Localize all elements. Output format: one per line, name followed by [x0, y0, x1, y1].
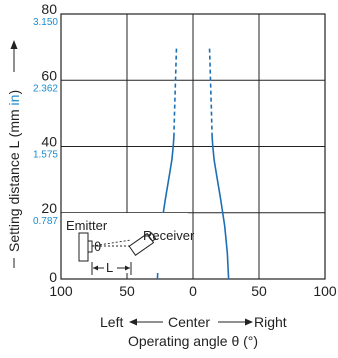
x-tick-label: 50 — [119, 283, 135, 299]
y-tick-labels: 0 20 40 60 80 — [41, 1, 57, 285]
direction-left: Left — [100, 314, 123, 330]
y-axis-title-main: Setting distance L (mm — [6, 105, 22, 252]
x-tick-label: 100 — [49, 283, 73, 299]
y-axis-title-close: ) — [6, 90, 22, 95]
direction-left-arrowhead — [129, 318, 137, 326]
series-1-solid-line — [211, 136, 230, 280]
y-axis-title-arrowhead — [10, 40, 18, 49]
y-tick-label: 60 — [41, 67, 57, 83]
y-tick-label: 0 — [49, 269, 57, 285]
distance-arrowhead-right — [125, 265, 130, 271]
plot-frame — [60, 13, 326, 280]
direction-labels: Left Center Right — [100, 314, 287, 330]
y-inch-labels: 0.787 1.575 2.362 3.150 — [33, 17, 58, 227]
series-0-dashed-line — [173, 47, 178, 137]
y-axis-title-text: Setting distance L (mm in) — [6, 90, 22, 252]
y-axis-title-unit: in — [6, 95, 22, 106]
series-1-dashed-line — [208, 47, 213, 137]
x-tick-label: 100 — [313, 283, 337, 299]
x-tick-label: 0 — [189, 283, 197, 299]
y-inch-label: 2.362 — [33, 83, 58, 94]
distance-arrowhead-left — [93, 265, 98, 271]
receiver-label: Receiver — [143, 228, 195, 243]
emitter-lens — [87, 240, 93, 253]
x-tick-labels: 100 50 0 50 100 — [49, 283, 337, 299]
x-axis-title: Operating angle θ (°) — [128, 333, 258, 349]
direction-center: Center — [168, 314, 210, 330]
y-axis-title: Setting distance L (mm in) — [6, 40, 22, 268]
y-tick-label: 40 — [41, 134, 57, 150]
y-inch-label: 0.787 — [33, 216, 58, 227]
theta-label: θ — [94, 239, 101, 254]
inset-background — [62, 213, 188, 273]
inset-diagram: Emitter θ Receiver L — [62, 213, 195, 275]
direction-right-arrowhead — [245, 318, 253, 326]
y-inch-label: 3.150 — [33, 17, 58, 28]
x-tick-label: 50 — [251, 283, 267, 299]
distance-label: L — [106, 260, 113, 275]
emitter-label: Emitter — [66, 218, 108, 233]
direction-right: Right — [254, 314, 287, 330]
y-tick-label: 20 — [41, 200, 57, 216]
y-inch-label: 1.575 — [33, 150, 58, 161]
receiver-body — [128, 232, 157, 256]
beam-angle — [91, 239, 132, 247]
y-tick-label: 80 — [41, 1, 57, 17]
